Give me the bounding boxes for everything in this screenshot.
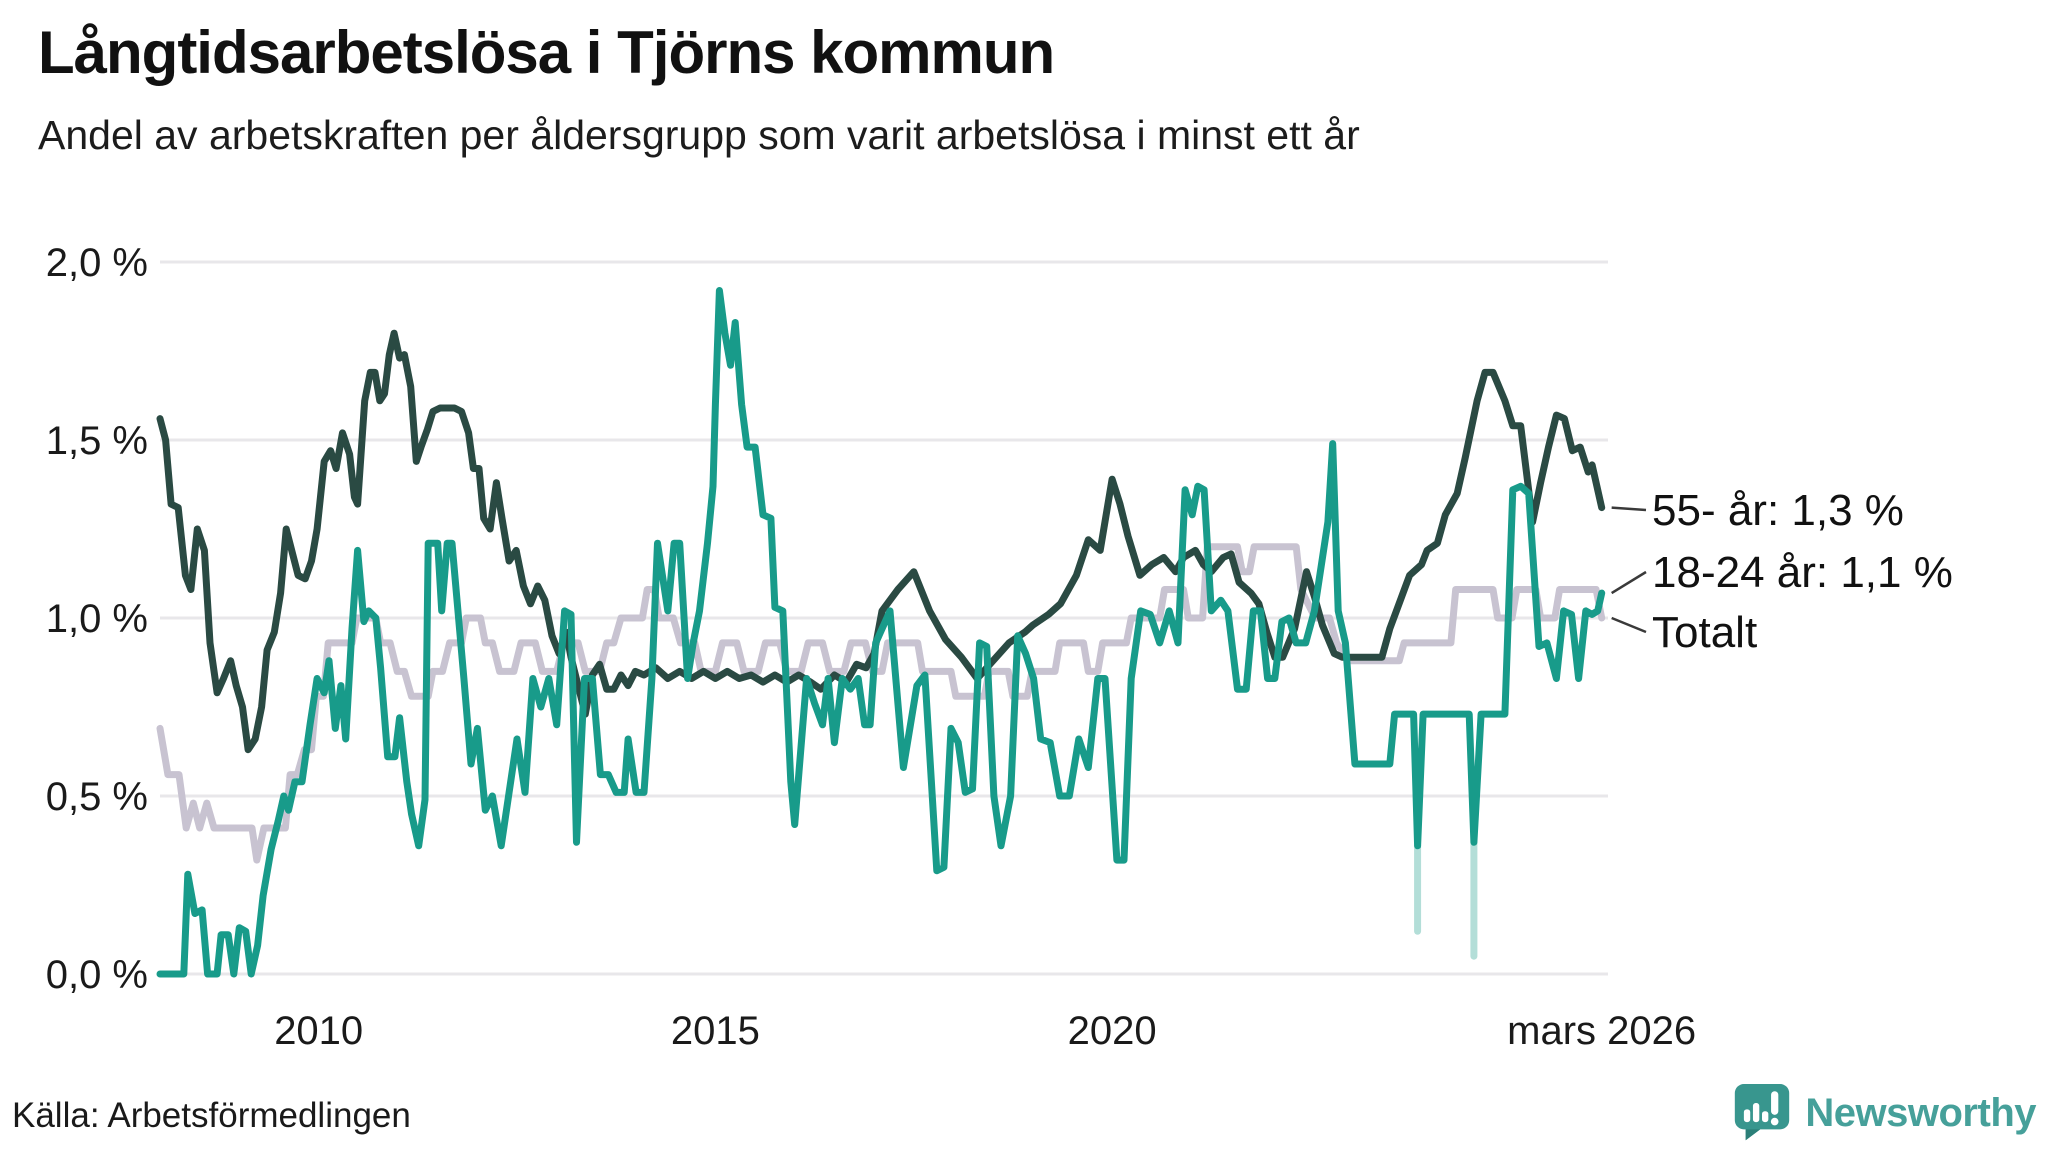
x-tick-label: 2020 bbox=[1068, 1009, 1157, 1053]
page-title: Långtidsarbetslösa i Tjörns kommun bbox=[38, 19, 1055, 86]
y-tick-label: 2,0 % bbox=[46, 241, 148, 285]
x-axis-tick-labels: 2010 2015 2020 mars 2026 bbox=[274, 1009, 1696, 1053]
newsworthy-bubble-icon bbox=[1735, 1084, 1790, 1141]
end-label-55-ar: 55- år: 1,3 % bbox=[1652, 486, 1904, 535]
y-tick-label: 0,5 % bbox=[46, 775, 148, 819]
series-line-55-ar bbox=[156, 329, 1606, 754]
dropout-marks bbox=[1414, 838, 1478, 960]
end-label-18-24-ar: 18-24 år: 1,1 % bbox=[1652, 548, 1953, 597]
y-axis-tick-labels: 2,0 % 1,5 % 1,0 % 0,5 % 0,0 % bbox=[46, 241, 148, 997]
chart-subtitle: Andel av arbetskraften per åldersgrupp s… bbox=[38, 112, 1360, 158]
series-line-totalt bbox=[156, 543, 1606, 864]
x-tick-label: 2015 bbox=[671, 1009, 760, 1053]
x-tick-label: mars 2026 bbox=[1507, 1009, 1696, 1053]
newsworthy-wordmark: Newsworthy bbox=[1805, 1090, 2036, 1135]
newsworthy-logo: Newsworthy bbox=[1733, 1082, 2036, 1144]
y-tick-label: 1,5 % bbox=[46, 419, 148, 463]
series-lines bbox=[156, 287, 1606, 978]
y-tick-label: 0,0 % bbox=[46, 953, 148, 997]
end-label-totalt: Totalt bbox=[1652, 608, 1757, 657]
series-line-18-24-ar bbox=[156, 287, 1606, 978]
x-tick-label: 2010 bbox=[274, 1009, 363, 1053]
label-connector-totalt bbox=[1611, 616, 1647, 634]
y-tick-label: 1,0 % bbox=[46, 597, 148, 641]
label-connector-18-24-ar bbox=[1610, 570, 1647, 595]
source-note: Källa: Arbetsförmedlingen bbox=[12, 1096, 411, 1135]
label-connectors bbox=[1610, 506, 1647, 634]
label-connector-55-ar bbox=[1611, 506, 1647, 512]
